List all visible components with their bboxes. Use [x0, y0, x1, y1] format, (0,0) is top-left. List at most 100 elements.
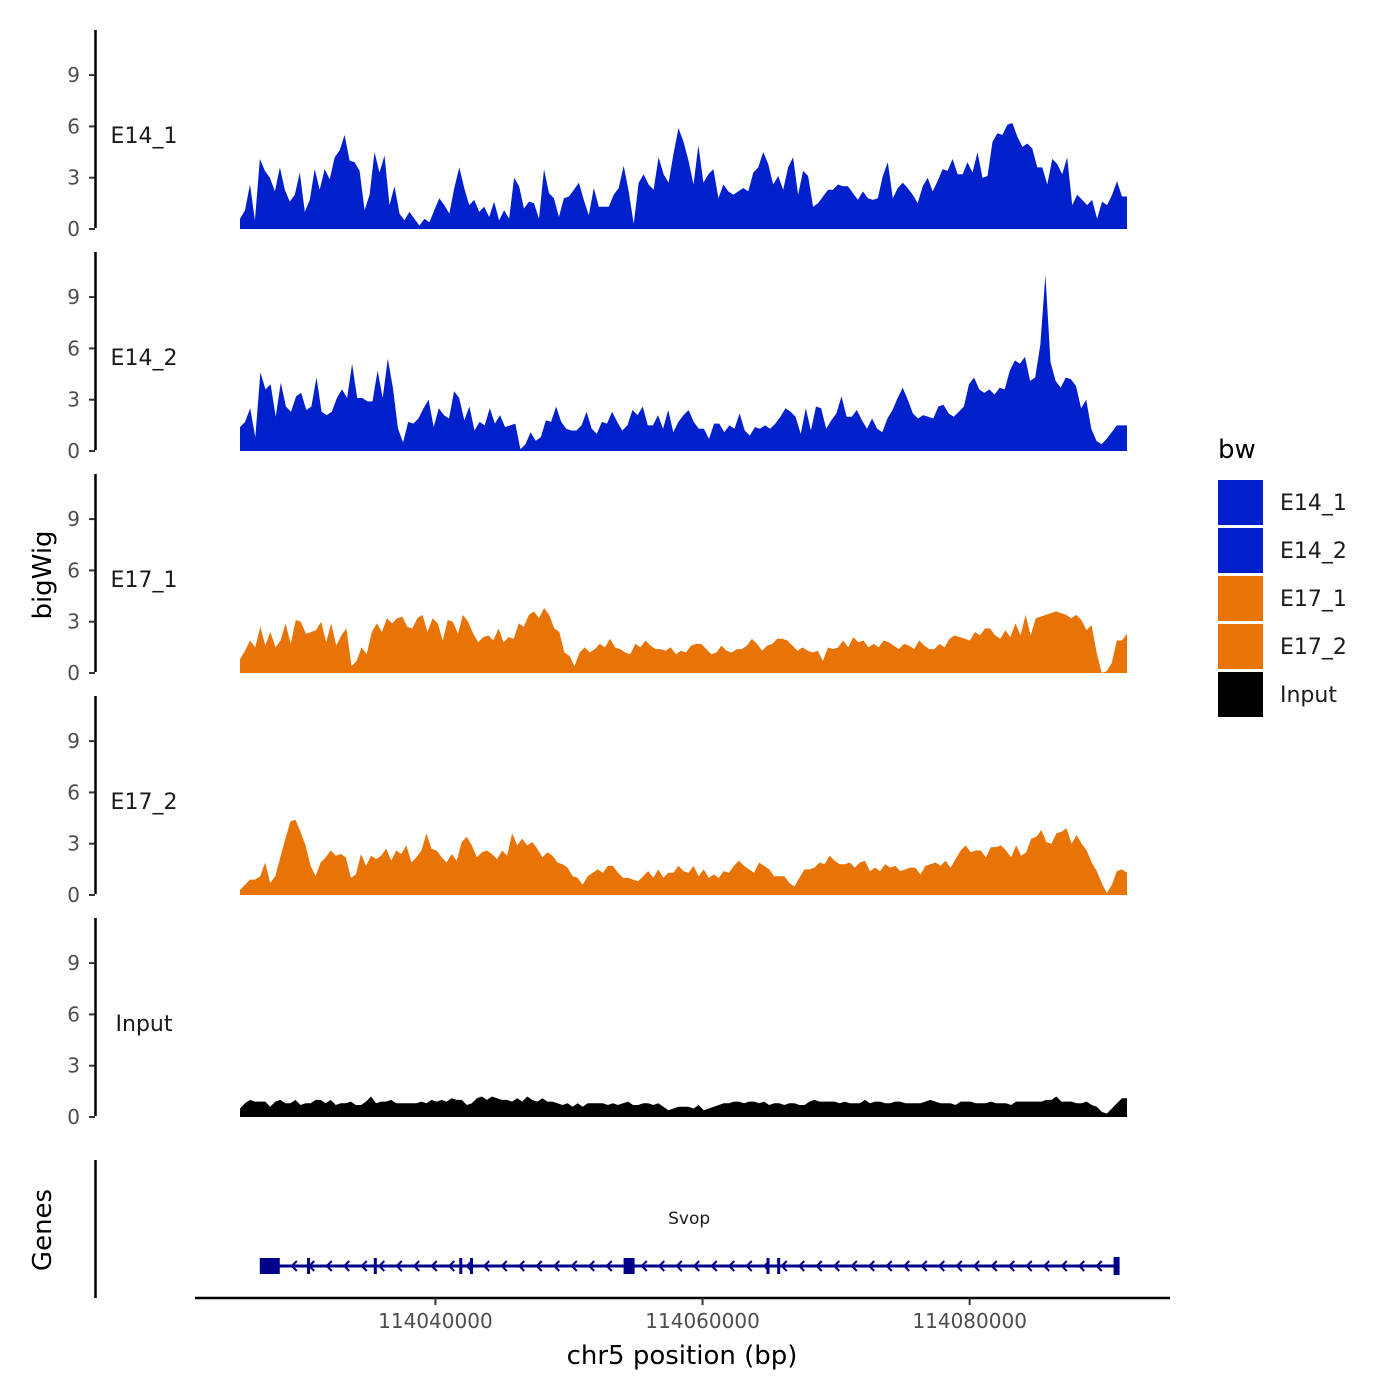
track-label: E14_1 [111, 124, 178, 149]
y-tick-label: 6 [67, 336, 80, 360]
coverage-tracks: 0 3 6 9 E14_1 0 3 6 9 E14_2 0 3 6 9 E17_1 0 3 6 9 E17_2 0 3 6 9… [67, 30, 1127, 1129]
gene-exon [777, 1258, 781, 1274]
y-tick-label: 6 [67, 114, 80, 138]
strand-arrow [850, 1260, 858, 1272]
gene-exon [373, 1258, 377, 1274]
strand-arrow [325, 1260, 333, 1272]
legend-title: bw [1218, 435, 1256, 465]
y-tick-label: 3 [67, 388, 80, 412]
y-tick-label: 9 [67, 507, 80, 531]
gene-exon [259, 1258, 280, 1274]
strand-arrow [447, 1260, 455, 1272]
gene-exon [469, 1258, 473, 1274]
y-tick-label: 0 [67, 1105, 80, 1129]
track-label: E14_2 [111, 346, 178, 371]
y-tick-label: 0 [67, 661, 80, 685]
coverage-area-e17_1 [240, 608, 1127, 673]
strand-arrow [675, 1260, 683, 1272]
legend-swatch-input [1218, 672, 1263, 717]
x-axis: 114040000 114060000 114080000 [195, 1296, 1170, 1333]
strand-arrow [780, 1260, 788, 1272]
legend-swatch-e17_1 [1218, 576, 1263, 621]
gene-label: Svop [668, 1209, 710, 1229]
strand-arrow [290, 1260, 298, 1272]
legend-label: E14_1 [1280, 491, 1347, 516]
strand-arrow [885, 1260, 893, 1272]
strand-arrow [797, 1260, 805, 1272]
x-axis-title: chr5 position (bp) [567, 1341, 798, 1371]
y-tick-label: 3 [67, 832, 80, 856]
strand-arrow [605, 1260, 613, 1272]
x-tick-label: 114060000 [645, 1309, 760, 1333]
strand-arrow [972, 1260, 980, 1272]
strand-arrow [377, 1260, 385, 1272]
gene-exon [766, 1258, 770, 1274]
coverage-area-e14_1 [240, 123, 1127, 229]
strand-arrow [657, 1260, 665, 1272]
gene-exon [1113, 1257, 1120, 1275]
strand-arrow [1042, 1260, 1050, 1272]
strand-arrow [815, 1260, 823, 1272]
y-tick-label: 0 [67, 883, 80, 907]
coverage-area-e17_2 [240, 819, 1127, 895]
strand-arrow [990, 1260, 998, 1272]
strand-arrow [867, 1260, 875, 1272]
strand-arrow [570, 1260, 578, 1272]
legend-swatch-e17_2 [1218, 624, 1263, 669]
strand-arrow [360, 1260, 368, 1272]
strand-arrow [552, 1260, 560, 1272]
strand-arrow [535, 1260, 543, 1272]
strand-arrow [517, 1260, 525, 1272]
track-e17_2: 0 3 6 9 E17_2 [67, 696, 1127, 907]
strand-arrow [482, 1260, 490, 1272]
legend-label: E17_1 [1280, 587, 1347, 612]
strand-arrow [412, 1260, 420, 1272]
strand-arrow [1007, 1260, 1015, 1272]
track-label: Input [116, 1012, 173, 1037]
y-tick-label: 9 [67, 285, 80, 309]
genes-track-title: Genes [28, 1189, 58, 1271]
track-label: E17_1 [111, 568, 178, 593]
y-tick-label: 9 [67, 63, 80, 87]
y-tick-label: 3 [67, 1054, 80, 1078]
track-label: E17_2 [111, 790, 178, 815]
legend-label: E14_2 [1280, 539, 1347, 564]
strand-arrow [1095, 1260, 1103, 1272]
strand-arrow [832, 1260, 840, 1272]
legend-swatch-e14_1 [1218, 480, 1263, 525]
gene-exon [459, 1258, 463, 1274]
y-tick-label: 6 [67, 1002, 80, 1026]
coverage-area-e14_2 [240, 274, 1127, 451]
strand-arrow [640, 1260, 648, 1272]
strand-arrow [920, 1260, 928, 1272]
strand-arrow [395, 1260, 403, 1272]
legend-label: E17_2 [1280, 635, 1347, 660]
gene-exon [307, 1258, 311, 1274]
strand-arrow [430, 1260, 438, 1272]
strand-arrow [342, 1260, 350, 1272]
track-e14_1: 0 3 6 9 E14_1 [67, 30, 1127, 241]
strand-arrow [710, 1260, 718, 1272]
strand-arrow [902, 1260, 910, 1272]
gene-exon [623, 1258, 635, 1274]
legend: bw E14_1 E14_2 E17_1 E17_2 Input [1218, 435, 1347, 717]
legend-label: Input [1280, 683, 1337, 708]
strand-arrow [745, 1260, 753, 1272]
x-tick-label: 114040000 [378, 1309, 493, 1333]
track-e14_2: 0 3 6 9 E14_2 [67, 252, 1127, 463]
y-axis-title: bigWig [28, 530, 58, 619]
gene-track: Svop [94, 1160, 1120, 1298]
y-tick-label: 9 [67, 729, 80, 753]
strand-arrow [1060, 1260, 1068, 1272]
coverage-area-input [240, 1096, 1127, 1117]
strand-arrow [1077, 1260, 1085, 1272]
legend-swatch-e14_2 [1218, 528, 1263, 573]
strand-arrow [692, 1260, 700, 1272]
strand-arrow [937, 1260, 945, 1272]
y-tick-label: 6 [67, 558, 80, 582]
y-tick-label: 0 [67, 439, 80, 463]
strand-arrow [1025, 1260, 1033, 1272]
track-input: 0 3 6 9 Input [67, 918, 1127, 1129]
track-e17_1: 0 3 6 9 E17_1 [67, 474, 1127, 685]
